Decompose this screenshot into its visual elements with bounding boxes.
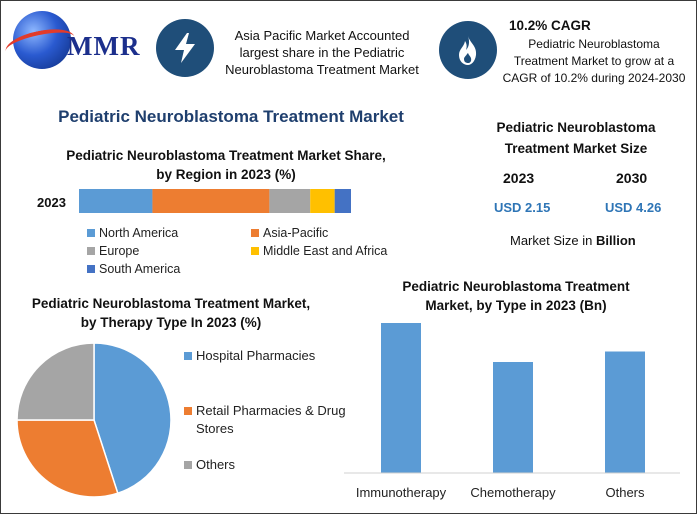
note-prefix: Market Size in [510, 233, 596, 248]
header-blurb: Asia Pacific Market Accounted largest sh… [225, 28, 419, 77]
legend-swatch [184, 407, 192, 415]
pie-legend-label: Retail Pharmacies & Drug Stores [196, 403, 346, 436]
logo-text: MMR [67, 31, 141, 61]
globe-logo-icon [13, 11, 71, 69]
pie-slice-0 [93, 342, 172, 495]
region-legend-item: Europe [87, 244, 139, 258]
year-end: 2030 [616, 170, 648, 186]
region-legend-item: Asia-Pacific [251, 226, 328, 240]
type-bar-2 [605, 351, 645, 473]
region-legend-label: Asia-Pacific [263, 226, 329, 240]
type-bar-chart: Immunotherapy Chemotherapy Others [344, 323, 680, 500]
pie-legend-label: Hospital Pharmacies [196, 348, 316, 363]
type-bar-0 [381, 323, 421, 473]
note-unit: Billion [595, 233, 636, 248]
pie-slice-1 [16, 419, 119, 498]
region-bar-category: 2023 [37, 195, 66, 210]
region-bar-segment-0 [79, 189, 153, 213]
legend-swatch [87, 229, 95, 237]
flame-icon [439, 21, 497, 79]
cagr-text: Pediatric Neuroblastoma Treatment Market… [502, 37, 686, 85]
value-end: USD 4.26 [605, 200, 662, 215]
region-legend-item: South America [87, 262, 180, 276]
type-chart-title: Pediatric Neuroblastoma Treatment Market… [402, 279, 630, 313]
region-legend-item: North America [87, 226, 178, 240]
legend-swatch [184, 352, 192, 360]
pie-legend-item: Retail Pharmacies & Drug Stores [184, 402, 354, 438]
region-stacked-bar [79, 189, 351, 213]
legend-swatch [251, 229, 259, 237]
type-bar-1 [493, 362, 533, 473]
main-title: Pediatric Neuroblastoma Treatment Market [58, 107, 404, 126]
type-tick-label: Immunotherapy [356, 485, 447, 500]
region-legend-label: South America [99, 262, 181, 276]
cagr-title: 10.2% CAGR [509, 18, 591, 33]
legend-swatch [184, 461, 192, 469]
legend-swatch [87, 247, 95, 255]
pie-legend-item: Others [184, 456, 354, 474]
region-bar-segment-4 [334, 189, 351, 213]
region-legend-label: Europe [99, 244, 140, 258]
type-tick-label: Chemotherapy [470, 485, 556, 500]
market-size-note: Market Size in Billion [510, 233, 636, 248]
region-legend-label: North America [99, 226, 179, 240]
pie-slice-2 [16, 342, 95, 421]
pie-legend-item: Hospital Pharmacies [184, 347, 354, 365]
legend-swatch [87, 265, 95, 273]
region-bar-segment-1 [152, 189, 270, 213]
region-legend-label: Middle East and Africa [263, 244, 388, 258]
region-legend-item: Middle East and Africa [251, 244, 387, 258]
therapy-pie-chart [16, 342, 172, 498]
lightning-bolt-icon [156, 19, 214, 77]
market-size-title: Pediatric Neuroblastoma Treatment Market… [496, 120, 656, 156]
region-bar-segment-2 [269, 189, 311, 213]
year-start: 2023 [503, 170, 535, 186]
value-start: USD 2.15 [494, 200, 551, 215]
legend-swatch [251, 247, 259, 255]
type-tick-label: Others [605, 485, 645, 500]
region-bar-segment-3 [310, 189, 335, 213]
region-chart-title: Pediatric Neuroblastoma Treatment Market… [66, 148, 386, 182]
pie-legend: Hospital Pharmacies Retail Pharmacies & … [184, 347, 354, 474]
pie-legend-label: Others [196, 457, 236, 472]
pie-chart-title: Pediatric Neuroblastoma Treatment Market… [31, 296, 311, 330]
